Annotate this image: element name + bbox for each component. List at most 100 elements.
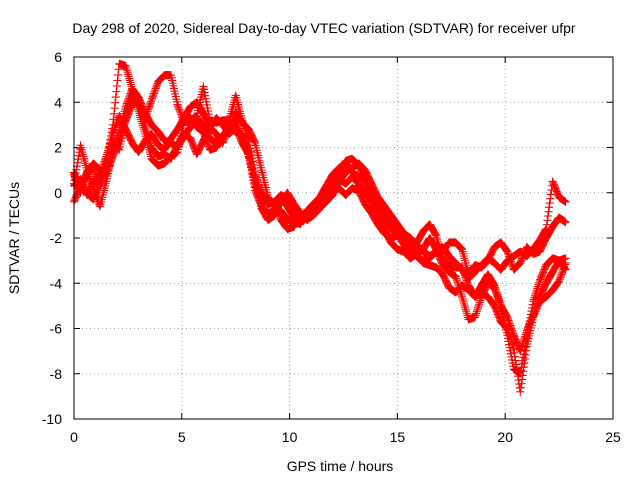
- data-point-series-4: [199, 129, 208, 138]
- data-point-series-5: [104, 146, 113, 155]
- data-point-series-1: [529, 295, 538, 304]
- data-point-series-3: [518, 375, 527, 384]
- data-point-series-3: [520, 354, 529, 363]
- data-point-series-2: [516, 345, 525, 354]
- data-point-series-1: [109, 109, 118, 118]
- data-point-series-1: [452, 274, 461, 283]
- data-point-series-2: [495, 298, 504, 307]
- data-point-series-3: [506, 335, 515, 344]
- data-point-series-1: [124, 70, 133, 79]
- data-point-series-5: [198, 107, 207, 116]
- data-point-series-4: [125, 99, 134, 108]
- data-point-series-5: [112, 120, 121, 129]
- y-tick-label: -2: [50, 230, 63, 246]
- grid: [74, 57, 613, 419]
- data-point-series-2: [490, 281, 499, 290]
- data-point-series-3: [509, 344, 518, 353]
- data-point-series-4: [515, 259, 524, 268]
- data-point-series-1: [471, 313, 480, 322]
- data-point-series-3: [553, 278, 562, 287]
- data-point-series-2: [503, 313, 512, 322]
- data-point-series-4: [70, 172, 79, 181]
- data-point-series-4: [122, 112, 131, 121]
- y-tick-label: -10: [42, 411, 62, 427]
- data-point-series-3: [508, 341, 517, 350]
- data-point-series-5: [99, 159, 108, 168]
- data-point-series-5: [246, 160, 255, 169]
- data-point-series-3: [519, 367, 528, 376]
- data-point-series-1: [457, 290, 466, 299]
- data-point-series-5: [111, 121, 120, 130]
- data-point-series-4: [561, 218, 570, 227]
- data-point-series-5: [102, 152, 111, 161]
- data-point-series-1: [459, 296, 468, 305]
- data-point-series-3: [431, 229, 440, 238]
- data-point-series-5: [101, 155, 110, 164]
- data-point-series-3: [92, 192, 101, 201]
- data-point-series-4: [502, 245, 511, 254]
- data-point-series-2: [504, 316, 513, 325]
- data-point-series-3: [561, 258, 570, 267]
- data-point-series-5: [546, 194, 555, 203]
- data-point-series-4: [148, 92, 157, 101]
- data-point-series-5: [540, 227, 549, 236]
- data-point-series-5: [542, 220, 551, 229]
- data-point-series-2: [491, 285, 500, 294]
- data-point-series-3: [141, 122, 150, 131]
- data-point-series-1: [110, 104, 119, 113]
- data-point-series-1: [111, 98, 120, 107]
- data-point-series-2: [494, 294, 503, 303]
- data-point-series-1: [471, 311, 480, 320]
- data-point-series-4: [226, 120, 235, 129]
- data-point-series-2: [518, 341, 527, 350]
- data-point-series-4: [141, 114, 150, 123]
- data-point-series-1: [461, 303, 470, 312]
- data-point-series-4: [149, 91, 158, 100]
- data-point-series-2: [519, 336, 528, 345]
- x-tick-label: 5: [178, 429, 186, 445]
- data-point-series-4: [146, 99, 155, 108]
- data-point-series-5: [105, 140, 114, 149]
- data-point-series-4: [173, 100, 182, 109]
- x-tick-label: 10: [282, 429, 298, 445]
- data-point-series-1: [123, 68, 132, 77]
- data-point-series-4: [202, 135, 211, 144]
- data-point-series-5: [107, 134, 116, 143]
- data-point-series-3: [503, 326, 512, 335]
- data-point-series-1: [535, 278, 544, 287]
- data-points: [70, 59, 570, 396]
- data-point-series-5: [104, 144, 113, 153]
- data-point-series-4: [456, 243, 465, 252]
- data-point-series-3: [433, 237, 442, 246]
- data-point-series-5: [543, 216, 552, 225]
- data-point-series-3: [517, 379, 526, 388]
- data-point-series-5: [545, 203, 554, 212]
- data-point-series-2: [519, 337, 528, 346]
- data-point-series-4: [228, 115, 237, 124]
- data-point-series-1: [122, 64, 131, 73]
- y-tick-label: -8: [50, 366, 63, 382]
- data-point-series-5: [249, 176, 258, 185]
- y-axis-label: SDTVAR / TECUs: [6, 182, 22, 294]
- data-point-series-3: [513, 372, 522, 381]
- data-point-series-4: [201, 134, 210, 143]
- data-point-series-2: [517, 343, 526, 352]
- data-point-series-4: [147, 95, 156, 104]
- data-point-series-3: [141, 120, 150, 129]
- data-point-series-1: [474, 302, 483, 311]
- y-tick-label: 6: [54, 49, 62, 65]
- data-point-series-4: [150, 87, 159, 96]
- data-point-series-4: [142, 109, 151, 118]
- data-point-series-4: [96, 180, 105, 189]
- data-point-series-5: [250, 183, 259, 192]
- data-point-series-4: [175, 105, 184, 114]
- data-point-series-1: [453, 278, 462, 287]
- data-point-series-3: [559, 265, 568, 274]
- data-point-series-4: [148, 94, 157, 103]
- data-point-series-4: [124, 103, 133, 112]
- data-point-series-5: [541, 225, 550, 234]
- data-point-series-1: [112, 87, 121, 96]
- data-point-series-4: [95, 181, 104, 190]
- x-tick-label: 0: [70, 429, 78, 445]
- data-point-series-3: [521, 350, 530, 359]
